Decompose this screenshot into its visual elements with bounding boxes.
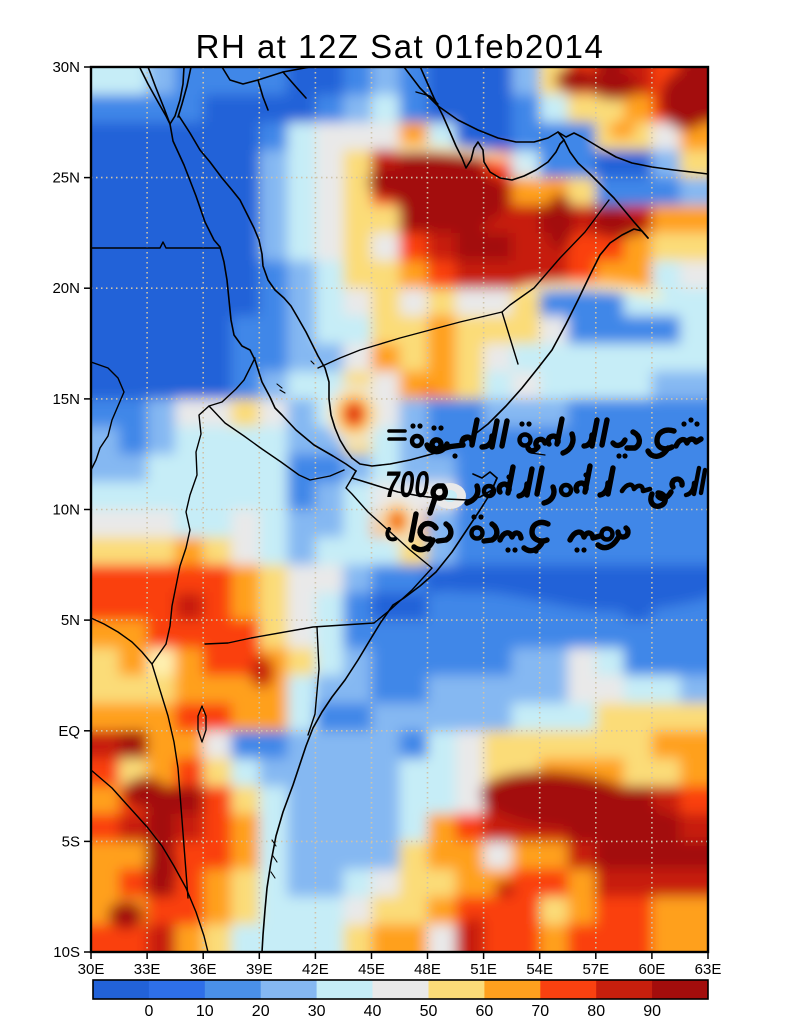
svg-text:15N: 15N (52, 391, 80, 408)
svg-text:48E: 48E (414, 961, 441, 978)
svg-text:50: 50 (420, 1003, 438, 1020)
svg-text:36E: 36E (190, 961, 217, 978)
svg-text:60E: 60E (639, 961, 666, 978)
svg-text:20N: 20N (52, 280, 80, 297)
svg-text:39E: 39E (246, 961, 273, 978)
svg-text:5S: 5S (62, 833, 80, 850)
svg-text:30: 30 (308, 1003, 326, 1020)
svg-text:700: 700 (385, 464, 429, 505)
svg-text:33E: 33E (134, 961, 161, 978)
svg-text:60: 60 (476, 1003, 494, 1020)
svg-text:10S: 10S (53, 944, 80, 961)
svg-text:57E: 57E (582, 961, 609, 978)
svg-text:20: 20 (252, 1003, 270, 1020)
svg-text:25N: 25N (52, 170, 80, 187)
svg-text:EQ: EQ (58, 723, 80, 740)
svg-text:80: 80 (587, 1003, 605, 1020)
svg-text:45E: 45E (358, 961, 385, 978)
svg-text:10N: 10N (52, 502, 80, 519)
svg-text:5N: 5N (61, 612, 80, 629)
svg-text:42E: 42E (302, 961, 329, 978)
svg-text:40: 40 (364, 1003, 382, 1020)
svg-text:0: 0 (144, 1003, 153, 1020)
svg-text:90: 90 (643, 1003, 661, 1020)
svg-text:51E: 51E (470, 961, 497, 978)
svg-text:30N: 30N (52, 59, 80, 76)
svg-text:10: 10 (196, 1003, 214, 1020)
svg-text:54E: 54E (526, 961, 553, 978)
svg-text:63E: 63E (695, 961, 722, 978)
svg-text:30E: 30E (78, 961, 105, 978)
svg-text:RH at 12Z Sat 01feb2014: RH at 12Z Sat 01feb2014 (196, 28, 605, 65)
svg-text:70: 70 (531, 1003, 549, 1020)
